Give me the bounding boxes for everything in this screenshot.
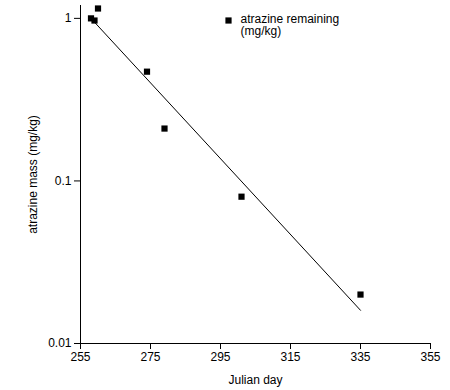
svg-text:295: 295 — [210, 350, 230, 364]
svg-text:255: 255 — [70, 350, 90, 364]
svg-text:atrazine remaining(mg/kg): atrazine remaining(mg/kg) — [241, 12, 340, 38]
svg-text:0.1: 0.1 — [55, 174, 72, 188]
svg-text:335: 335 — [350, 350, 370, 364]
svg-text:355: 355 — [420, 350, 440, 364]
svg-text:Julian day: Julian day — [228, 373, 282, 387]
svg-text:0.01: 0.01 — [48, 336, 72, 350]
svg-text:315: 315 — [280, 350, 300, 364]
svg-text:1: 1 — [65, 11, 72, 25]
svg-text:275: 275 — [140, 350, 160, 364]
svg-text:atrazine mass (mg/kg): atrazine mass (mg/kg) — [26, 115, 40, 234]
